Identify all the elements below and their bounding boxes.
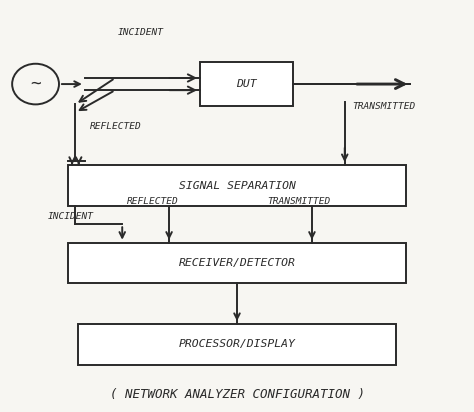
Text: TRANSMITTED: TRANSMITTED: [267, 197, 331, 206]
Text: RECEIVER/DETECTOR: RECEIVER/DETECTOR: [179, 258, 295, 268]
Text: ( NETWORK ANALYZER CONFIGURATION ): ( NETWORK ANALYZER CONFIGURATION ): [109, 389, 365, 402]
Text: PROCESSOR/DISPLAY: PROCESSOR/DISPLAY: [179, 339, 295, 349]
Text: REFLECTED: REFLECTED: [90, 122, 141, 131]
Bar: [68, 165, 406, 206]
Text: TRANSMITTED: TRANSMITTED: [352, 102, 415, 111]
Bar: [78, 324, 396, 365]
Text: ~: ~: [30, 75, 41, 93]
Text: DUT: DUT: [236, 79, 257, 89]
Text: REFLECTED: REFLECTED: [127, 197, 179, 206]
Bar: [68, 243, 406, 283]
Text: INCIDENT: INCIDENT: [47, 212, 93, 221]
Text: INCIDENT: INCIDENT: [118, 28, 164, 37]
Bar: [200, 62, 293, 106]
Text: SIGNAL SEPARATION: SIGNAL SEPARATION: [179, 181, 295, 191]
